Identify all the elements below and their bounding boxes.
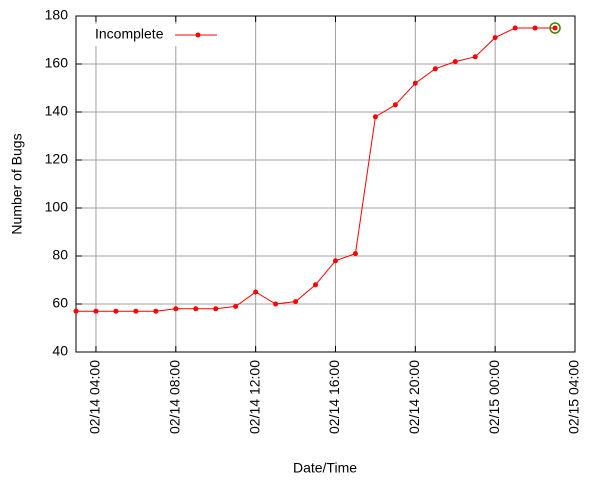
y-tick-label: 180 — [45, 7, 69, 23]
y-tick-label: 140 — [45, 103, 69, 119]
point — [133, 308, 139, 314]
point — [352, 251, 358, 257]
point — [233, 303, 239, 309]
point — [313, 282, 319, 288]
legend-label: Incomplete — [95, 26, 164, 42]
point — [173, 306, 179, 312]
point — [193, 306, 199, 312]
point — [273, 301, 279, 307]
x-tick-label: 02/14 04:00 — [87, 360, 103, 434]
point — [432, 66, 438, 72]
point — [512, 25, 518, 31]
point — [293, 299, 299, 305]
line — [76, 27, 556, 312]
point — [253, 289, 259, 295]
x-tick-label: 02/14 08:00 — [167, 360, 183, 434]
point — [153, 308, 159, 314]
plot-frame — [75, 15, 576, 353]
x-tick-label: 02/15 00:00 — [486, 360, 502, 434]
legend-background — [90, 24, 222, 46]
point — [113, 308, 119, 314]
point — [552, 25, 558, 31]
point — [532, 25, 538, 31]
x-tick-label: 02/14 20:00 — [406, 360, 422, 434]
y-tick-label: 60 — [52, 295, 68, 311]
y-tick-label: 100 — [45, 199, 69, 215]
point — [472, 54, 478, 60]
point — [73, 308, 79, 314]
legend-marker — [195, 32, 201, 38]
point — [492, 35, 498, 41]
y-axis-label: Number of Bugs — [9, 133, 25, 234]
x-tick-label: 02/15 04:00 — [566, 360, 582, 434]
last-point-highlight — [549, 22, 561, 34]
point — [452, 59, 458, 65]
point — [93, 308, 99, 314]
y-tick-label: 80 — [52, 247, 68, 263]
point — [213, 306, 219, 312]
x-axis-label: Date/Time — [293, 460, 357, 476]
point — [332, 258, 338, 264]
y-tick-label: 120 — [45, 151, 69, 167]
point — [372, 114, 378, 120]
x-tick-label: 02/14 12:00 — [246, 360, 262, 434]
y-tick-label: 40 — [52, 343, 68, 359]
point — [392, 102, 398, 108]
x-tick-label: 02/14 16:00 — [326, 360, 342, 434]
point — [412, 80, 418, 86]
y-tick-label: 160 — [45, 55, 69, 71]
